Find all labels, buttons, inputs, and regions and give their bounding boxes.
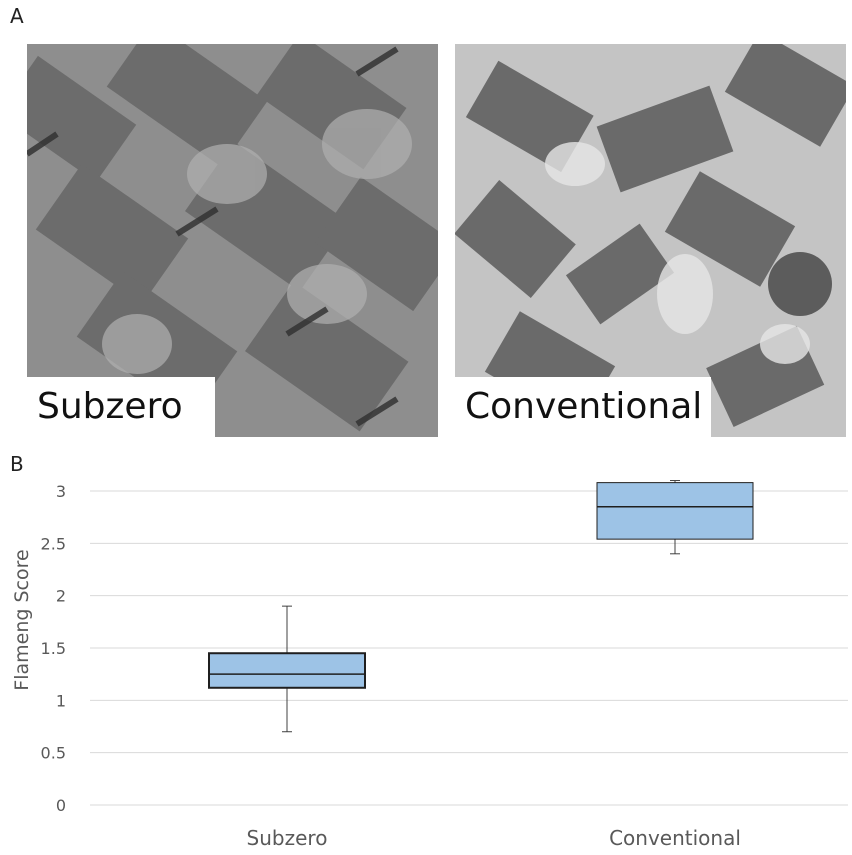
micrograph-conventional: Conventional — [455, 44, 846, 437]
box-subzero — [208, 605, 366, 733]
panel-label-a: A — [10, 4, 24, 28]
box-conventional — [596, 480, 754, 555]
y-tick-label: 2.5 — [41, 534, 66, 553]
micrograph-label-conventional: Conventional — [455, 377, 711, 437]
micrograph-subzero-image — [27, 44, 438, 437]
y-tick-label: 3 — [56, 482, 66, 501]
y-tick-label: 1.5 — [41, 639, 66, 658]
x-tick-label: Subzero — [247, 826, 328, 850]
y-tick-label: 0 — [56, 796, 66, 815]
box-plot-chart: 0 0.5 1 1.5 2 2.5 3 Subzero Conventional Flamen… — [11, 480, 848, 850]
y-tick-label: 1 — [56, 691, 66, 710]
micrograph-conventional-image — [455, 44, 846, 437]
x-tick-label: Conventional — [609, 826, 741, 850]
box-body — [208, 652, 366, 689]
box-body — [596, 482, 754, 540]
panel-label-b: B — [10, 452, 24, 476]
y-tick-label: 2 — [56, 587, 66, 606]
y-axis-label: Flameng Score — [11, 549, 33, 690]
y-tick-label: 0.5 — [41, 744, 66, 763]
micrograph-subzero: Subzero — [27, 44, 438, 437]
micrograph-label-subzero: Subzero — [27, 377, 215, 437]
